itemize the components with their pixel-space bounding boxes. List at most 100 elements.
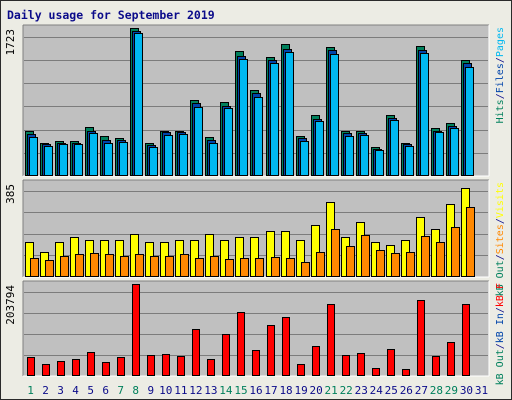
x-tick-label-day-11: 11 bbox=[174, 384, 187, 397]
bar-sites-day-28 bbox=[436, 242, 445, 277]
x-tick-label-day-5: 5 bbox=[87, 384, 94, 397]
bar-sites-day-11 bbox=[180, 254, 189, 277]
bar-pages-day-2 bbox=[44, 146, 53, 176]
bar-visits-day-14 bbox=[220, 240, 229, 277]
bar-pages-day-6 bbox=[104, 143, 113, 176]
bar-sites-day-23 bbox=[361, 235, 370, 277]
bar-pages-day-25 bbox=[390, 120, 399, 176]
legend-separator: / bbox=[495, 218, 506, 224]
x-tick-label-day-7: 7 bbox=[117, 384, 124, 397]
bar-sites-day-30 bbox=[466, 207, 475, 277]
x-tick-label-day-14: 14 bbox=[219, 384, 233, 397]
bar-pages-day-13 bbox=[209, 143, 218, 176]
bar-sites-day-10 bbox=[165, 256, 174, 277]
bar-sites-day-12 bbox=[195, 258, 204, 277]
legend-separator: / bbox=[495, 93, 506, 99]
legend-entry: kB F bbox=[495, 283, 506, 307]
x-tick-label-day-20: 20 bbox=[310, 384, 323, 397]
x-tick-label-day-31: 31 bbox=[475, 384, 488, 397]
bar-kb-f-day-11 bbox=[177, 356, 185, 376]
x-tick-label-day-21: 21 bbox=[325, 384, 338, 397]
bar-sites-day-7 bbox=[120, 256, 129, 277]
bar-kb-f-day-4 bbox=[72, 359, 80, 376]
bar-sites-day-8 bbox=[135, 254, 144, 277]
bar-kb-f-day-28 bbox=[432, 356, 440, 376]
bar-sites-day-6 bbox=[105, 254, 114, 277]
bar-pages-day-4 bbox=[74, 144, 83, 176]
bar-pages-day-24 bbox=[375, 150, 384, 176]
x-tick-label-day-22: 22 bbox=[340, 384, 353, 397]
legend-entry: Pages bbox=[495, 27, 506, 57]
bar-kb-f-day-16 bbox=[252, 350, 260, 376]
bar-pages-day-19 bbox=[300, 141, 309, 176]
bar-pages-day-21 bbox=[330, 54, 339, 176]
bar-sites-day-19 bbox=[301, 262, 310, 277]
bar-pages-day-17 bbox=[270, 63, 279, 176]
x-tick-label-day-26: 26 bbox=[400, 384, 413, 397]
legend-entry: Sites bbox=[495, 224, 506, 254]
legend-separator: / bbox=[495, 57, 506, 63]
x-tick-label-day-8: 8 bbox=[132, 384, 139, 397]
bar-sites-day-14 bbox=[225, 259, 234, 277]
bar-sites-day-20 bbox=[316, 252, 325, 277]
x-tick-label-day-29: 29 bbox=[445, 384, 458, 397]
bar-kb-f-day-6 bbox=[102, 362, 110, 376]
bar-kb-f-day-21 bbox=[327, 304, 335, 376]
bar-kb-f-day-2 bbox=[42, 364, 50, 376]
x-tick-label-day-30: 30 bbox=[460, 384, 473, 397]
x-tick-label-day-19: 19 bbox=[294, 384, 307, 397]
x-tick-label-day-4: 4 bbox=[72, 384, 79, 397]
x-tick-label-day-18: 18 bbox=[279, 384, 292, 397]
bar-kb-f-day-10 bbox=[162, 354, 170, 376]
bar-sites-day-18 bbox=[286, 258, 295, 277]
x-tick-label-day-9: 9 bbox=[147, 384, 154, 397]
bar-pages-day-29 bbox=[450, 128, 459, 176]
bar-sites-day-9 bbox=[150, 256, 159, 277]
bar-kb-f-day-18 bbox=[282, 317, 290, 376]
bar-kb-f-day-5 bbox=[87, 352, 95, 376]
legend-1: kB Out/Sites/Visits bbox=[495, 182, 506, 296]
bar-visits-day-20 bbox=[311, 225, 320, 277]
x-tick-label-day-27: 27 bbox=[415, 384, 428, 397]
x-tick-label-day-6: 6 bbox=[102, 384, 109, 397]
bar-sites-day-1 bbox=[30, 258, 39, 277]
bar-kb-f-day-8 bbox=[132, 284, 140, 376]
bar-kb-f-day-30 bbox=[462, 304, 470, 376]
bar-visits-day-13 bbox=[205, 234, 214, 277]
x-tick-label-day-24: 24 bbox=[370, 384, 384, 397]
legend-entry: kB Out bbox=[495, 349, 506, 385]
bar-sites-day-17 bbox=[271, 257, 280, 277]
bar-pages-day-20 bbox=[315, 121, 324, 176]
bar-visits-day-17 bbox=[266, 231, 275, 277]
bar-kb-f-day-15 bbox=[237, 312, 245, 376]
bar-kb-f-day-26 bbox=[402, 369, 410, 376]
bar-sites-day-24 bbox=[376, 250, 385, 277]
bar-kb-f-day-1 bbox=[27, 357, 35, 376]
x-tick-label-day-3: 3 bbox=[57, 384, 64, 397]
bar-kb-f-day-9 bbox=[147, 355, 155, 376]
bar-sites-day-16 bbox=[255, 258, 264, 277]
x-tick-label-day-17: 17 bbox=[264, 384, 277, 397]
bar-pages-day-27 bbox=[420, 53, 429, 176]
x-tick-label-day-13: 13 bbox=[204, 384, 217, 397]
bar-kb-f-day-12 bbox=[192, 329, 200, 376]
x-tick-label-day-16: 16 bbox=[249, 384, 262, 397]
bar-sites-day-2 bbox=[45, 260, 54, 277]
bar-visits-day-18 bbox=[281, 231, 290, 277]
x-tick-label-day-10: 10 bbox=[159, 384, 172, 397]
legend-entry: Files bbox=[495, 63, 506, 93]
bar-pages-day-23 bbox=[360, 135, 369, 176]
x-tick-label-day-1: 1 bbox=[27, 384, 34, 397]
bar-visits-day-19 bbox=[296, 240, 305, 277]
bar-pages-day-14 bbox=[224, 108, 233, 176]
legend-0: Hits/Files/Pages bbox=[495, 27, 506, 123]
bar-pages-day-5 bbox=[89, 133, 98, 176]
bar-sites-day-5 bbox=[90, 253, 99, 277]
bar-kb-f-day-19 bbox=[297, 364, 305, 376]
bar-kb-f-day-20 bbox=[312, 346, 320, 376]
bar-pages-day-18 bbox=[285, 52, 294, 176]
bar-sites-day-29 bbox=[451, 227, 460, 277]
bar-kb-f-day-29 bbox=[447, 342, 455, 376]
bar-sites-day-27 bbox=[421, 236, 430, 277]
